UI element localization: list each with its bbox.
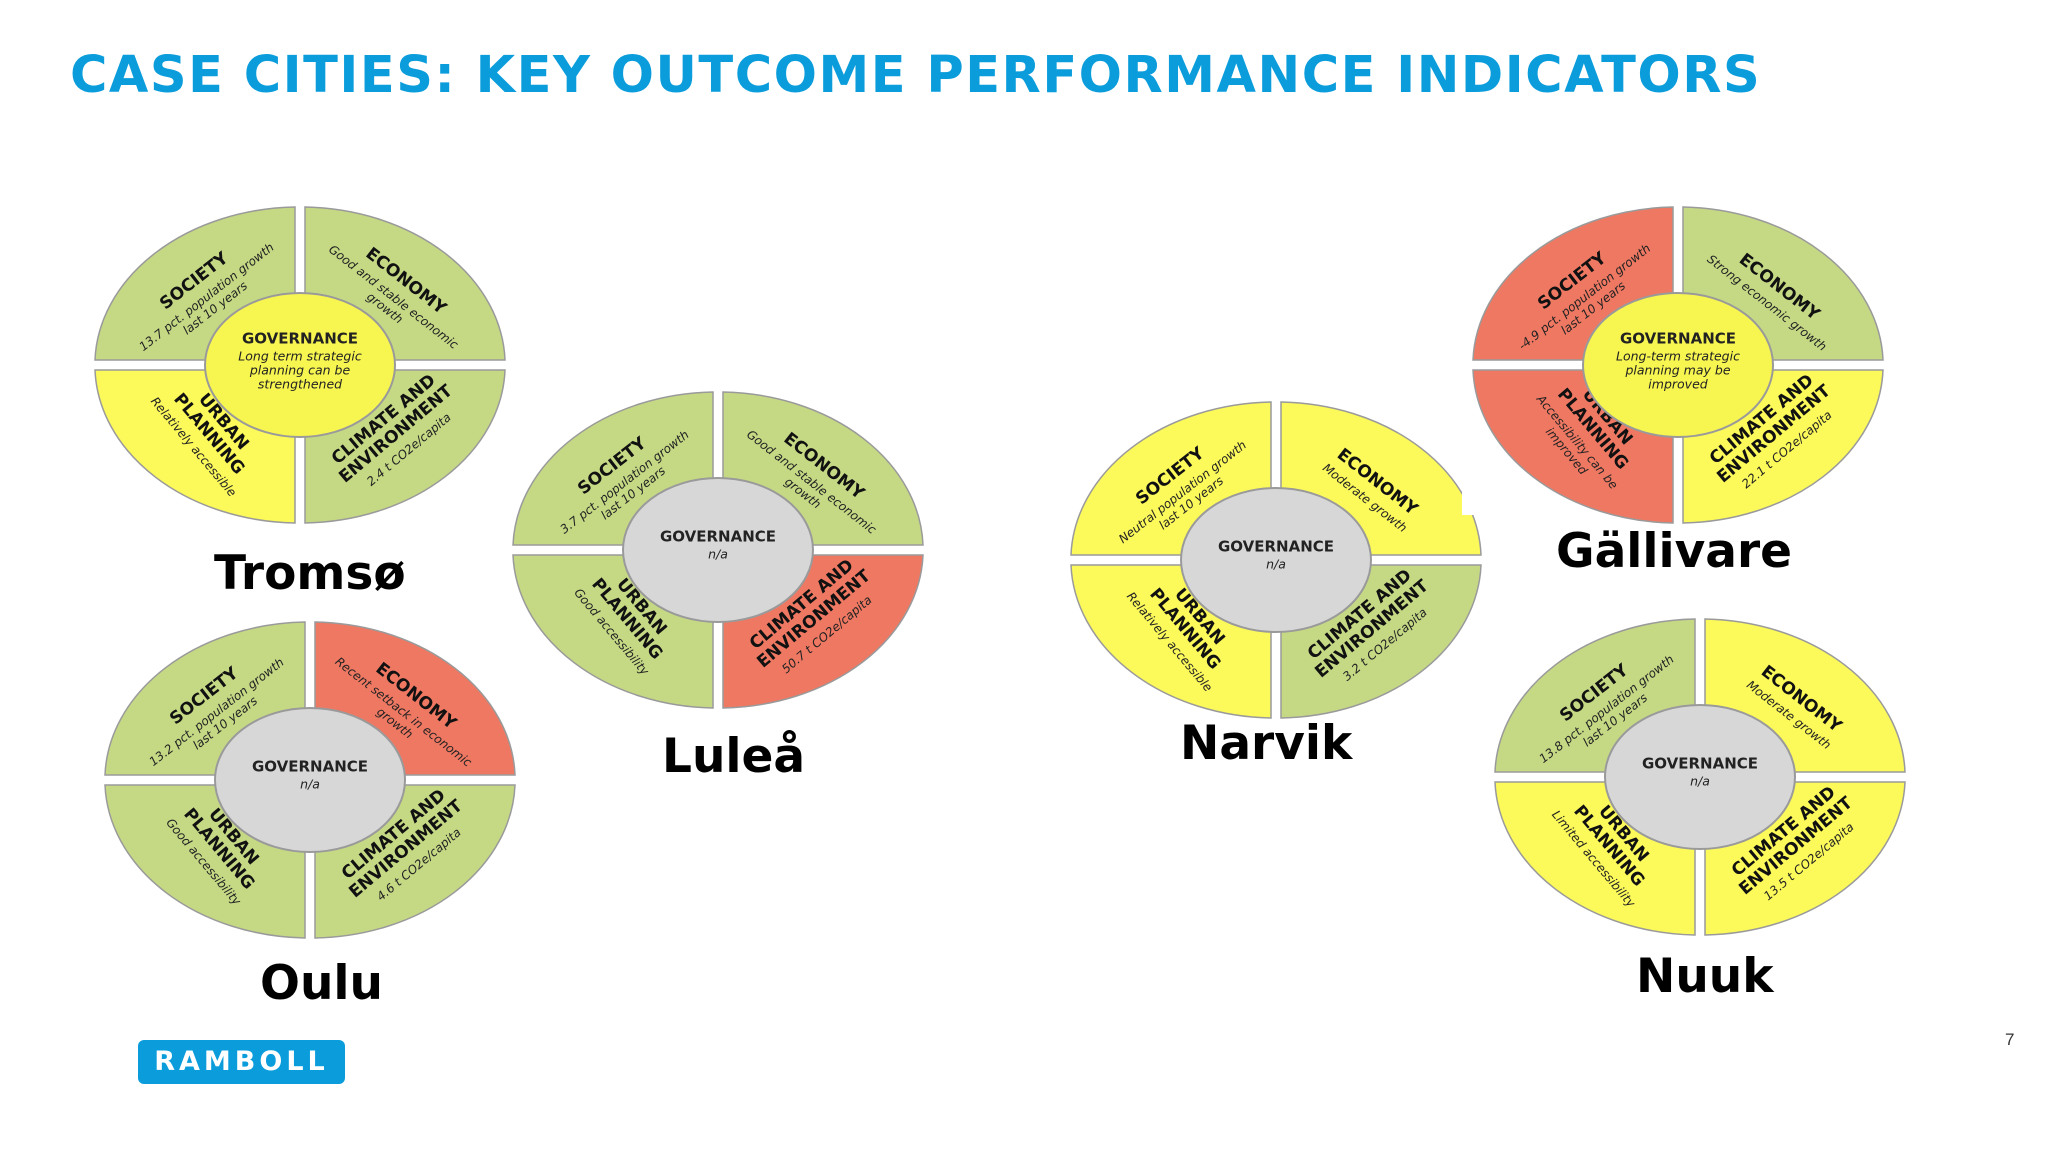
- governance-title: GOVERNANCE: [1218, 538, 1334, 556]
- governance-shape: [1180, 487, 1372, 633]
- governance-shape: [214, 707, 406, 853]
- governance-detail: strengthened: [258, 377, 342, 392]
- city-name-nuuk: Nuuk: [1636, 949, 1774, 1004]
- governance-shape: [204, 292, 396, 438]
- governance-detail: Long term strategic: [238, 349, 362, 364]
- governance-detail: improved: [1648, 377, 1707, 392]
- governance-title: GOVERNANCE: [1642, 755, 1758, 773]
- governance-detail: Long-term strategic: [1616, 349, 1740, 364]
- city-name-narvik: Narvik: [1180, 716, 1353, 771]
- governance-shape: [622, 477, 814, 623]
- page-number: 7: [2005, 1030, 2015, 1049]
- governance-title: GOVERNANCE: [242, 330, 358, 348]
- governance-title: GOVERNANCE: [252, 758, 368, 776]
- ramboll-logo: RAMBOLL: [138, 1040, 345, 1084]
- governance-shape: [1604, 704, 1796, 850]
- governance-detail: n/a: [300, 777, 320, 792]
- governance-title: GOVERNANCE: [1620, 330, 1736, 348]
- governance-detail: n/a: [1266, 557, 1286, 572]
- governance-title: GOVERNANCE: [660, 528, 776, 546]
- governance-shape: [1582, 292, 1774, 438]
- governance-detail: planning can be: [249, 363, 351, 378]
- city-name-oulu: Oulu: [260, 956, 383, 1011]
- governance-detail: n/a: [1690, 774, 1710, 789]
- city-name-tromso: Tromsø: [214, 546, 406, 601]
- city-name-lulea: Luleå: [662, 729, 806, 784]
- slide-title: CASE CITIES: KEY OUTCOME PERFORMANCE IND…: [70, 46, 1762, 105]
- governance-detail: planning may be: [1624, 363, 1730, 378]
- city-name-gallivare: Gällivare: [1556, 524, 1793, 579]
- governance-detail: n/a: [708, 547, 728, 562]
- logo-text: RAMBOLL: [154, 1046, 329, 1077]
- white-patch: [1462, 485, 1492, 515]
